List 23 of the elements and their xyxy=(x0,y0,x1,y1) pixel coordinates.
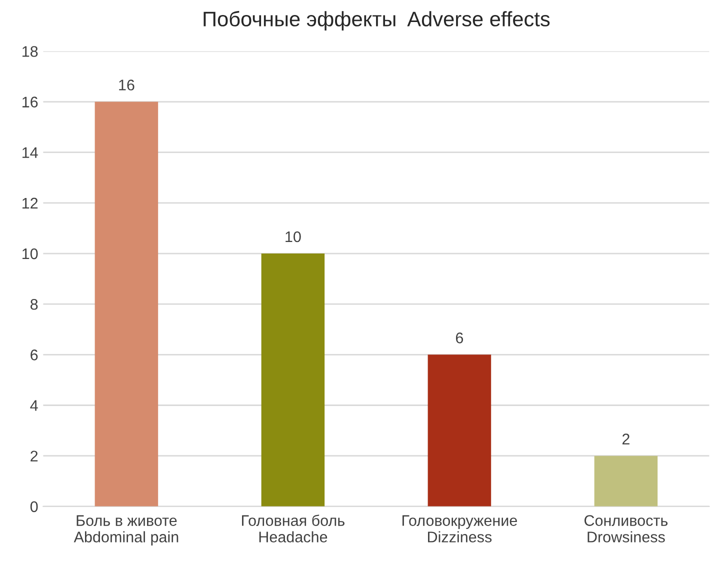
x-tick-label: Головокружение Dizziness xyxy=(402,515,517,542)
y-tick-label: 8 xyxy=(30,298,38,310)
data-label: 10 xyxy=(286,231,301,242)
y-tick-label: 2 xyxy=(30,450,38,462)
x-tick-label: Головная боль Headache xyxy=(242,514,344,542)
x-tick-label: Сонливость Drowsiness xyxy=(584,515,668,542)
y-tick-label: 12 xyxy=(22,198,38,208)
y-tick-label: 14 xyxy=(22,147,38,158)
bar xyxy=(94,102,158,506)
data-label: 6 xyxy=(456,332,464,344)
data-label: 16 xyxy=(119,80,134,90)
y-tick-label: 16 xyxy=(22,96,38,108)
y-tick-label: 4 xyxy=(30,400,38,411)
y-tick-label: 10 xyxy=(22,248,38,260)
y-tick-label: 18 xyxy=(22,46,38,57)
bar xyxy=(428,354,492,506)
chart-title: Побочные эффекты Adverse effects xyxy=(204,10,550,31)
y-tick-label: 0 xyxy=(30,501,38,512)
y-tick-label: 6 xyxy=(30,350,38,360)
x-tick-label: Боль в животе Abdominal pain xyxy=(74,515,178,546)
bar xyxy=(594,456,658,506)
bar xyxy=(261,254,325,506)
data-label: 2 xyxy=(622,434,630,444)
